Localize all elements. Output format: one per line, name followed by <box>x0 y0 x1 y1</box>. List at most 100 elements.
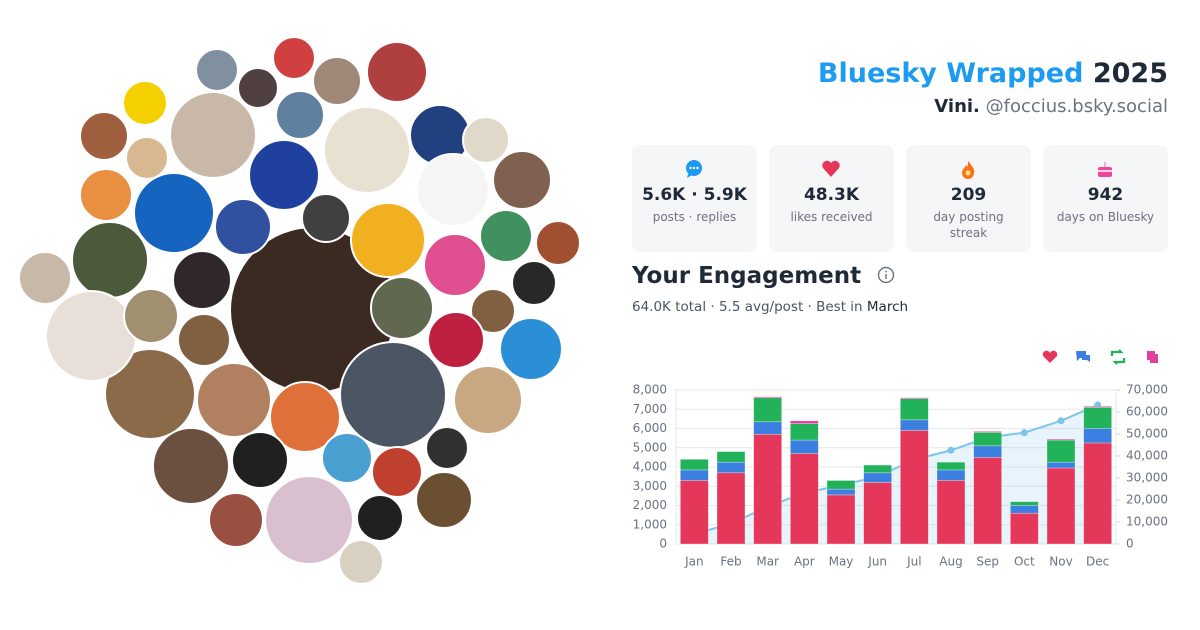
x-tick-label: Oct <box>1014 555 1035 569</box>
legend-icon <box>1076 351 1090 362</box>
avatar <box>177 313 231 367</box>
avatar <box>462 116 510 164</box>
bar-segment <box>716 472 746 545</box>
x-tick-label: Sep <box>976 555 999 569</box>
y-tick-label: 3,000 <box>633 479 667 493</box>
y2-tick-label: 40,000 <box>1126 449 1168 463</box>
bar-segment <box>1010 512 1039 545</box>
bar-segment <box>863 464 892 474</box>
avatar <box>427 311 485 369</box>
y2-tick-label: 50,000 <box>1126 427 1168 441</box>
avatar <box>492 150 552 210</box>
avatar <box>269 381 341 453</box>
bar-segment <box>1046 467 1076 545</box>
y-tick-label: 5,000 <box>633 440 667 454</box>
legend-icon <box>1110 349 1126 365</box>
avatar <box>321 432 373 484</box>
y-tick-label: 4,000 <box>633 460 667 474</box>
bar-segment <box>753 433 782 545</box>
title: Bluesky Wrapped 2025 <box>818 58 1168 89</box>
bar-segment <box>716 461 746 474</box>
avatar <box>339 341 447 449</box>
avatar <box>423 233 487 297</box>
x-tick-label: Nov <box>1049 555 1072 569</box>
avatar <box>511 260 557 306</box>
legend-icon <box>1147 351 1158 363</box>
x-tick-label: Feb <box>720 555 741 569</box>
bar-segment <box>1046 438 1076 441</box>
section-title: Your Engagement <box>632 263 895 289</box>
y-tick-label: 8,000 <box>633 383 667 397</box>
bar-segment <box>680 480 709 545</box>
bar-segment <box>863 472 892 483</box>
bar-segment <box>826 488 856 496</box>
stat-value: 5.6K · 5.9K <box>642 185 747 205</box>
bar-segment <box>936 480 966 545</box>
bar-segment <box>1010 505 1039 514</box>
best-month: March <box>866 299 909 315</box>
avatar <box>214 198 272 256</box>
stat-value: 942 <box>1087 185 1124 205</box>
y2-tick-label: 20,000 <box>1126 493 1168 507</box>
bar-segment <box>936 469 966 481</box>
icon <box>686 160 702 178</box>
bar-segment <box>790 439 819 454</box>
bar-segment <box>753 396 782 399</box>
avatar <box>366 41 428 103</box>
bar-segment <box>790 420 819 424</box>
y-tick-label: 1,000 <box>633 517 667 531</box>
avatar <box>535 220 581 266</box>
bar-segment <box>1046 461 1076 469</box>
bar-segment <box>716 451 746 463</box>
stat-card: 48.3K likes received <box>769 145 894 252</box>
summary: 64.0K total · 5.5 avg/post · Best in Mar… <box>632 299 908 315</box>
stat-card: 5.6K · 5.9K posts · replies <box>632 145 757 252</box>
avatar <box>122 80 168 126</box>
y-tick-label: 0 <box>659 537 667 551</box>
avatar <box>370 276 434 340</box>
bar-segment <box>826 494 856 545</box>
avatar <box>123 288 179 344</box>
avatar <box>71 221 149 299</box>
avatar <box>104 348 196 440</box>
bar-segment <box>973 445 1002 458</box>
y2-tick-label: 0 <box>1126 537 1134 551</box>
avatar <box>45 290 137 382</box>
y-tick-label: 7,000 <box>633 402 667 416</box>
x-tick-label: Jul <box>906 555 921 569</box>
avatar <box>479 209 533 263</box>
y2-tick-label: 70,000 <box>1126 383 1168 397</box>
bar-segment <box>973 431 1002 433</box>
bar-segment <box>900 419 929 431</box>
y2-tick-label: 10,000 <box>1126 515 1168 529</box>
summary-text: 64.0K total · 5.5 avg/post · Best in <box>632 299 863 315</box>
bar-segment <box>936 461 966 471</box>
stat-label: likes received <box>790 210 873 224</box>
bar-segment <box>1083 407 1112 429</box>
info-icon[interactable] <box>877 266 895 284</box>
avatar <box>415 471 473 529</box>
avatar <box>356 494 404 542</box>
avatar-cluster <box>18 36 581 585</box>
avatar <box>18 251 72 305</box>
bar-segment <box>790 453 819 545</box>
line-point <box>1057 417 1065 425</box>
legend-icon <box>1042 350 1058 363</box>
user: Vini. @foccius.bsky.social <box>934 96 1168 117</box>
stat-label: day posting streak <box>933 210 1004 240</box>
y-tick-label: 2,000 <box>633 498 667 512</box>
bar-segment <box>900 397 929 399</box>
bar-segment <box>1046 439 1076 463</box>
avatar <box>371 446 423 498</box>
year: 2025 <box>1092 58 1168 89</box>
bar-segment <box>973 457 1002 545</box>
stat-label: days on Bluesky <box>1056 210 1155 224</box>
display-name: Vini. <box>934 96 980 117</box>
line-point <box>947 446 955 454</box>
bar-segment <box>680 469 709 481</box>
avatar <box>312 56 362 106</box>
bar-segment <box>1083 406 1112 408</box>
avatar <box>323 106 411 194</box>
stat-card: 942 days on Bluesky <box>1043 145 1168 252</box>
avatar <box>172 250 232 310</box>
